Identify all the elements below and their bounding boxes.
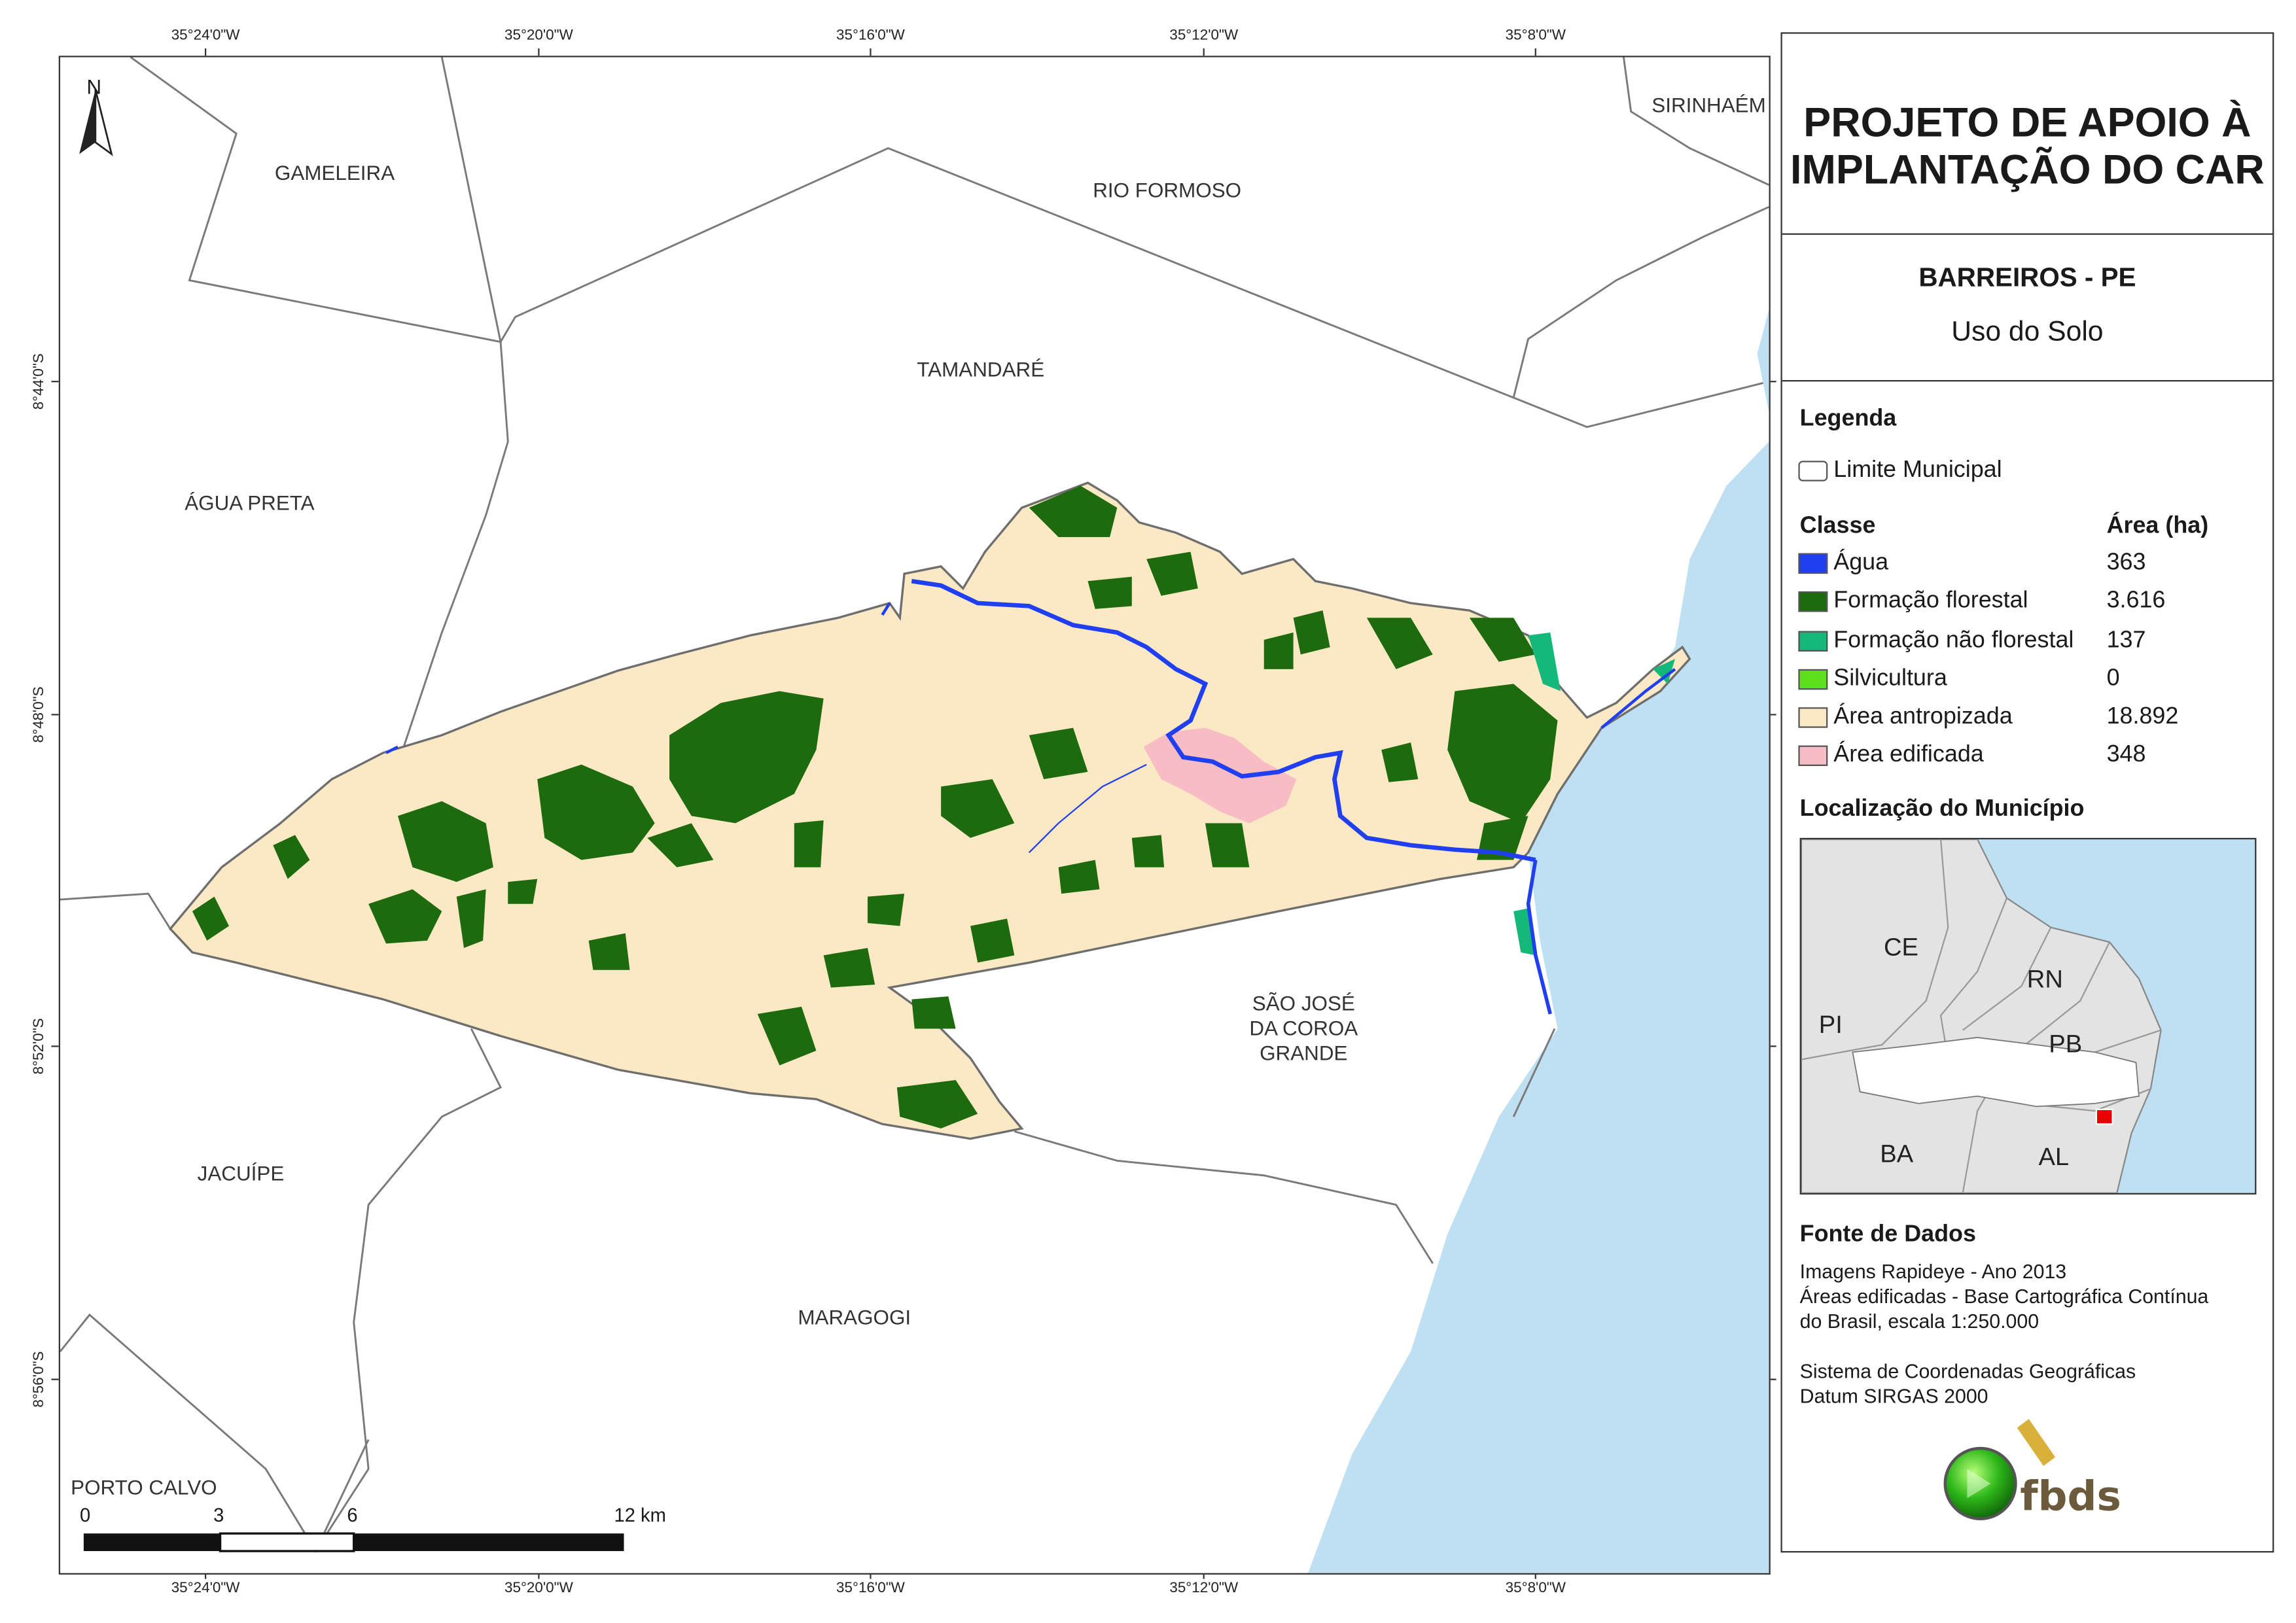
swatch-silvicultura [1798, 669, 1828, 690]
project-title-line-1: PROJETO DE APOIO À [1803, 99, 2252, 146]
project-title: PROJETO DE APOIO À IMPLANTAÇÃO DO CAR [1782, 100, 2272, 194]
label-maragogi: MARAGOGI [798, 1305, 911, 1329]
legend-area: 137 [2106, 628, 2146, 654]
scale-label-6: 6 [347, 1504, 358, 1526]
legend-area: 3.616 [2106, 588, 2166, 614]
coord-bottom-4: 35°12'0"W [1169, 1580, 1239, 1597]
divider [1782, 233, 2273, 235]
legend-label: Área edificada [1833, 742, 1984, 768]
swatch-area-edificada [1798, 745, 1828, 766]
limit-label: Limite Municipal [1833, 457, 2002, 483]
loc-label-rn: RN [2026, 966, 2063, 994]
legend-label: Silvicultura [1833, 666, 1947, 691]
project-title-line-2: IMPLANTAÇÃO DO CAR [1790, 147, 2265, 192]
location-heading: Localização do Município [1799, 797, 2085, 822]
label-sao-jose-line-3: GRANDE [1260, 1041, 1348, 1065]
coord-top-3: 35°16'0"W [836, 27, 905, 44]
area-heading: Área (ha) [2106, 514, 2209, 539]
swatch-formacao-florestal [1798, 591, 1828, 612]
loc-label-ce: CE [1883, 933, 1918, 962]
legend-panel: PROJETO DE APOIO À IMPLANTAÇÃO DO CAR BA… [1780, 32, 2274, 1553]
fbds-logo [1943, 1419, 2056, 1520]
swatch-formacao-nao-florestal [1798, 631, 1828, 652]
scale-bar [83, 1532, 624, 1552]
north-arrow [79, 89, 113, 156]
coord-bottom-5: 35°8'0"W [1505, 1580, 1566, 1597]
label-sao-jose-line-1: SÃO JOSÉ [1252, 991, 1355, 1015]
municipality-title: BARREIROS - PE [1918, 262, 2136, 292]
label-agua-preta: ÁGUA PRETA [185, 491, 315, 515]
coord-bottom-3: 35°16'0"W [836, 1580, 905, 1597]
coord-top-1: 35°24'0"W [171, 27, 240, 44]
swatch-agua [1798, 553, 1828, 574]
label-jacuipe: JACUÍPE [197, 1161, 285, 1185]
location-inset-map: CE RN PI PB BA AL [1799, 837, 2257, 1195]
loc-label-ba: BA [1880, 1140, 1914, 1168]
scale-label-0: 0 [80, 1504, 91, 1526]
logo-text: fbds [2020, 1471, 2121, 1520]
source-heading: Fonte de Dados [1799, 1222, 1976, 1248]
loc-label-pb: PB [2049, 1030, 2083, 1058]
inset-highlight [2095, 1108, 2113, 1125]
legend-label: Água [1833, 550, 1889, 576]
theme-title: Uso do Solo [1951, 317, 2104, 348]
divider [1782, 379, 2273, 382]
label-rio-formoso: RIO FORMOSO [1093, 178, 1242, 202]
coord-top-4: 35°12'0"W [1169, 27, 1239, 44]
coord-top-5: 35°8'0"W [1505, 27, 1566, 44]
swatch-area-antropizada [1798, 707, 1828, 728]
legend-label: Área antropizada [1833, 704, 2013, 729]
source-line: do Brasil, escala 1:250.000 [1799, 1310, 2040, 1333]
class-heading: Classe [1799, 514, 1876, 539]
map-canvas [60, 57, 1769, 1573]
crs-line: Datum SIRGAS 2000 [1799, 1385, 1988, 1408]
label-tamandare: TAMANDARÉ [917, 357, 1045, 381]
legend-area: 0 [2106, 666, 2120, 691]
forest-patches [192, 485, 1558, 1129]
north-label: N [86, 75, 102, 99]
limit-swatch [1798, 461, 1828, 481]
sea-area [1308, 442, 1769, 1573]
coord-bottom-2: 35°20'0"W [504, 1580, 573, 1597]
legend-area: 363 [2106, 550, 2146, 576]
legend-area: 18.892 [2106, 704, 2179, 729]
sea-upper [1757, 309, 1769, 413]
loc-label-pi: PI [1818, 1011, 1843, 1039]
label-sao-jose-line-2: DA COROA [1249, 1016, 1358, 1040]
label-sirinhaem: SIRINHAÉM [1651, 93, 1766, 117]
crs-line: Sistema de Coordenadas Geográficas [1799, 1360, 2136, 1383]
scale-label-12: 12 km [614, 1504, 666, 1526]
label-gameleira: GAMELEIRA [274, 160, 395, 184]
legend-label: Formação não florestal [1833, 628, 2074, 654]
main-map: N GAMELEIRA RIO FORMOSO SIRINHAÉM TAMAND… [58, 56, 1771, 1575]
legend-heading: Legenda [1799, 406, 1897, 432]
location-inset-canvas [1801, 839, 2162, 1193]
coord-top-2: 35°20'0"W [504, 27, 573, 44]
barreiros-municipality [169, 481, 1691, 1140]
legend-area: 348 [2106, 742, 2146, 768]
source-line: Áreas edificadas - Base Cartográfica Con… [1799, 1285, 2209, 1308]
scale-label-3: 3 [213, 1504, 224, 1526]
source-line: Imagens Rapideye - Ano 2013 [1799, 1260, 2067, 1283]
label-sao-jose: SÃO JOSÉ DA COROA GRANDE [1249, 991, 1358, 1066]
legend-label: Formação florestal [1833, 588, 2028, 614]
frame-ticks [51, 48, 1776, 1579]
label-porto-calvo: PORTO CALVO [71, 1475, 217, 1499]
loc-label-al: AL [2038, 1143, 2070, 1172]
rivers [385, 578, 1676, 1015]
coord-bottom-1: 35°24'0"W [171, 1580, 240, 1597]
inset-pernambuco [1852, 1037, 2140, 1108]
